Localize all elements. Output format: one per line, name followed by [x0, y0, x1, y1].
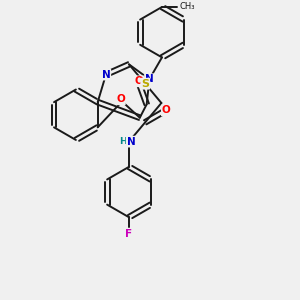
Text: O: O: [135, 76, 143, 86]
Text: F: F: [125, 229, 133, 238]
Text: S: S: [141, 79, 149, 89]
Text: CH₃: CH₃: [180, 2, 195, 11]
Text: O: O: [162, 105, 170, 116]
Text: N: N: [102, 70, 110, 80]
Text: N: N: [145, 74, 154, 84]
Text: N: N: [127, 136, 135, 147]
Text: O: O: [116, 94, 125, 104]
Text: H: H: [119, 137, 126, 146]
